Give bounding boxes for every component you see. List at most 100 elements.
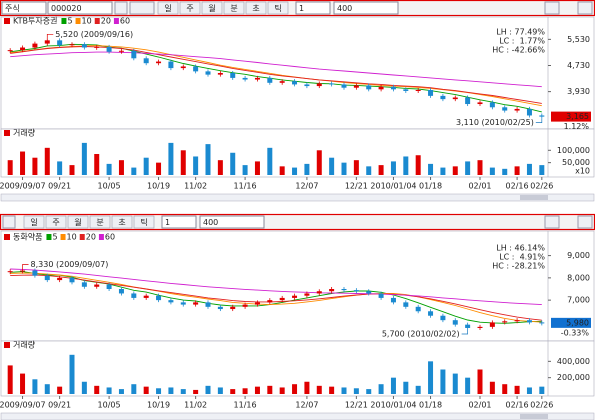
candle — [428, 311, 434, 316]
volume-bar — [489, 167, 495, 175]
volume-bar — [193, 389, 199, 394]
volume-bar — [57, 386, 63, 394]
candle — [452, 320, 458, 325]
prev-button[interactable] — [129, 1, 155, 15]
unit-select[interactable] — [161, 215, 197, 229]
period-button-label[interactable]: 초 — [118, 218, 125, 227]
change-label: 1.12% — [564, 122, 590, 131]
x-tick-label: 01/18 — [419, 401, 442, 410]
period-button-label[interactable]: 초 — [252, 4, 259, 13]
next-button[interactable] — [544, 1, 560, 15]
period-button[interactable] — [223, 1, 245, 15]
candle — [415, 89, 421, 91]
title-icon — [4, 18, 10, 24]
y-tick-label: 7,000 — [567, 296, 590, 305]
count-input[interactable] — [199, 215, 265, 229]
volume-bar — [156, 162, 162, 175]
y-tick-label: 100,000 — [557, 146, 590, 155]
volume-bar — [292, 384, 298, 394]
candle — [131, 50, 137, 59]
chart-title: KTB투자증권 — [13, 16, 57, 26]
period-button[interactable] — [245, 1, 267, 15]
candle — [403, 89, 409, 91]
period-button-label[interactable]: 분 — [230, 4, 237, 13]
volume-bar — [242, 165, 248, 175]
nav-button[interactable] — [2, 215, 16, 229]
price-tag — [551, 111, 591, 122]
search-button[interactable] — [114, 1, 128, 15]
period-button[interactable] — [267, 1, 289, 15]
market-select[interactable] — [1, 1, 47, 15]
unit-select[interactable] — [295, 1, 331, 15]
settings-button[interactable] — [577, 1, 593, 15]
period-button-label[interactable]: 틱 — [140, 217, 147, 227]
candle — [316, 291, 322, 294]
title-icon — [4, 234, 10, 240]
period-button-label[interactable]: 월 — [74, 217, 81, 227]
x-tick-label: 11/02 — [184, 182, 207, 191]
scrollbar[interactable] — [0, 193, 595, 202]
volume-bar — [353, 160, 359, 175]
price-tag-label: 5,980 — [566, 318, 589, 327]
period-button[interactable] — [133, 215, 155, 229]
candle — [502, 321, 508, 323]
candle — [378, 293, 384, 298]
volume-bar — [539, 165, 545, 175]
candle — [143, 58, 149, 64]
period-button-label[interactable]: 주 — [52, 218, 59, 227]
code-input[interactable] — [47, 1, 113, 15]
period-button[interactable] — [179, 1, 201, 15]
period-button-label[interactable]: 월 — [208, 3, 215, 13]
volume-bar — [477, 160, 483, 175]
next-button[interactable] — [544, 215, 560, 229]
period-button[interactable] — [157, 1, 179, 15]
candle — [57, 277, 63, 281]
volume-pane — [0, 128, 595, 178]
settings-button[interactable] — [577, 215, 593, 229]
scrollbar[interactable] — [0, 412, 595, 420]
candle — [279, 297, 285, 301]
x-tick-label: 10/19 — [147, 401, 170, 410]
candle — [267, 300, 273, 303]
candle — [390, 297, 396, 303]
period-button-label[interactable]: 분 — [96, 218, 103, 227]
volume-bar — [440, 167, 446, 175]
count-input-label[interactable]: 400 — [203, 218, 218, 227]
count-input-label[interactable]: 400 — [337, 4, 352, 13]
legend-label: 10 — [67, 233, 77, 242]
legend-swatch — [98, 234, 104, 240]
volume-bar — [452, 166, 458, 175]
candle — [489, 102, 495, 108]
period-button[interactable] — [23, 215, 45, 229]
unit-select-label[interactable]: 1 — [165, 218, 170, 227]
code-input-label[interactable]: 000020 — [51, 4, 82, 13]
period-button[interactable] — [45, 215, 67, 229]
volume-bar — [526, 163, 532, 175]
stat-label: LC : 1.77% — [499, 37, 545, 46]
candle — [329, 289, 335, 292]
period-button-label[interactable]: 주 — [186, 4, 193, 13]
candle — [428, 89, 434, 96]
candle — [7, 50, 13, 52]
volume-bar — [502, 384, 508, 394]
period-button[interactable] — [89, 215, 111, 229]
count-input[interactable] — [333, 1, 399, 15]
period-button-label[interactable]: 틱 — [274, 3, 281, 13]
market-select-label[interactable]: 주식 — [5, 4, 20, 13]
unit-select-label[interactable]: 1 — [299, 4, 304, 13]
period-button[interactable] — [111, 215, 133, 229]
period-button[interactable] — [67, 215, 89, 229]
volume-bar — [403, 156, 409, 175]
period-button-label[interactable]: 일 — [30, 218, 37, 227]
candle — [477, 102, 483, 105]
scroll-thumb[interactable] — [520, 414, 548, 419]
volume-bar — [7, 160, 13, 175]
period-button[interactable] — [201, 1, 223, 15]
scroll-thumb[interactable] — [520, 195, 548, 200]
x-tick-label: 12/21 — [345, 182, 368, 191]
period-button-label[interactable]: 일 — [164, 4, 171, 13]
volume-bar — [403, 381, 409, 394]
candle — [7, 271, 13, 273]
candle — [32, 270, 38, 276]
